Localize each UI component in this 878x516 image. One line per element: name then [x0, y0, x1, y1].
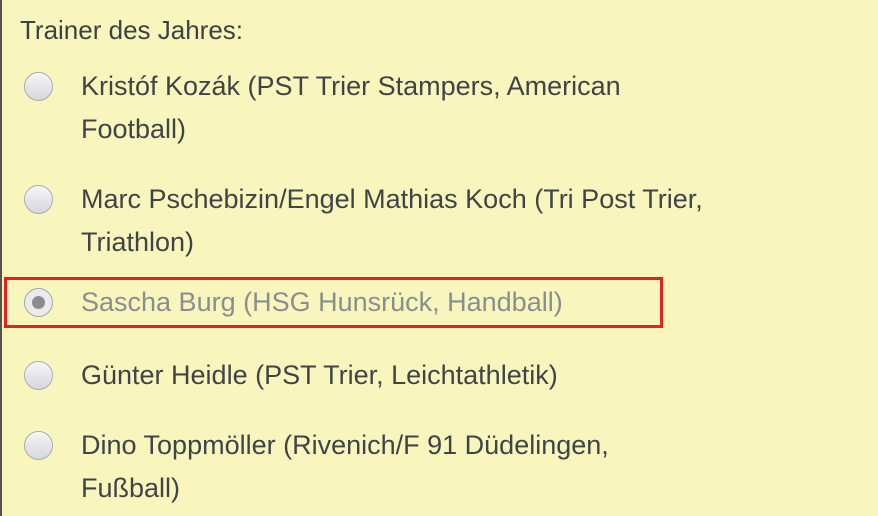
- option-label[interactable]: Günter Heidle (PST Trier, Leichtathletik…: [81, 360, 558, 390]
- option-guenter-heidle[interactable]: Günter Heidle (PST Trier, Leichtathletik…: [24, 354, 878, 397]
- radio-unselected-icon[interactable]: [24, 185, 53, 214]
- option-label[interactable]: Kristóf Kozák (PST Trier Stampers, Ameri…: [81, 71, 621, 144]
- radio-unselected-icon[interactable]: [24, 431, 53, 460]
- option-label[interactable]: Marc Pschebizin/Engel Mathias Koch (Tri …: [81, 184, 703, 257]
- option-marc-pschebizin-engel-mathias-koch[interactable]: Marc Pschebizin/Engel Mathias Koch (Tri …: [24, 178, 878, 264]
- radio-selected-icon[interactable]: [24, 288, 53, 317]
- option-label[interactable]: Sascha Burg (HSG Hunsrück, Handball): [81, 287, 563, 317]
- question-title: Trainer des Jahres:: [20, 15, 244, 45]
- option-kristof-kozak[interactable]: Kristóf Kozák (PST Trier Stampers, Ameri…: [24, 65, 878, 151]
- radio-unselected-icon[interactable]: [24, 361, 53, 390]
- option-label[interactable]: Dino Toppmöller (Rivenich/F 91 Düdelinge…: [81, 430, 609, 503]
- option-dino-toppmoeller[interactable]: Dino Toppmöller (Rivenich/F 91 Düdelinge…: [24, 424, 878, 510]
- radio-unselected-icon[interactable]: [24, 72, 53, 101]
- option-sascha-burg-selected[interactable]: Sascha Burg (HSG Hunsrück, Handball): [4, 277, 663, 328]
